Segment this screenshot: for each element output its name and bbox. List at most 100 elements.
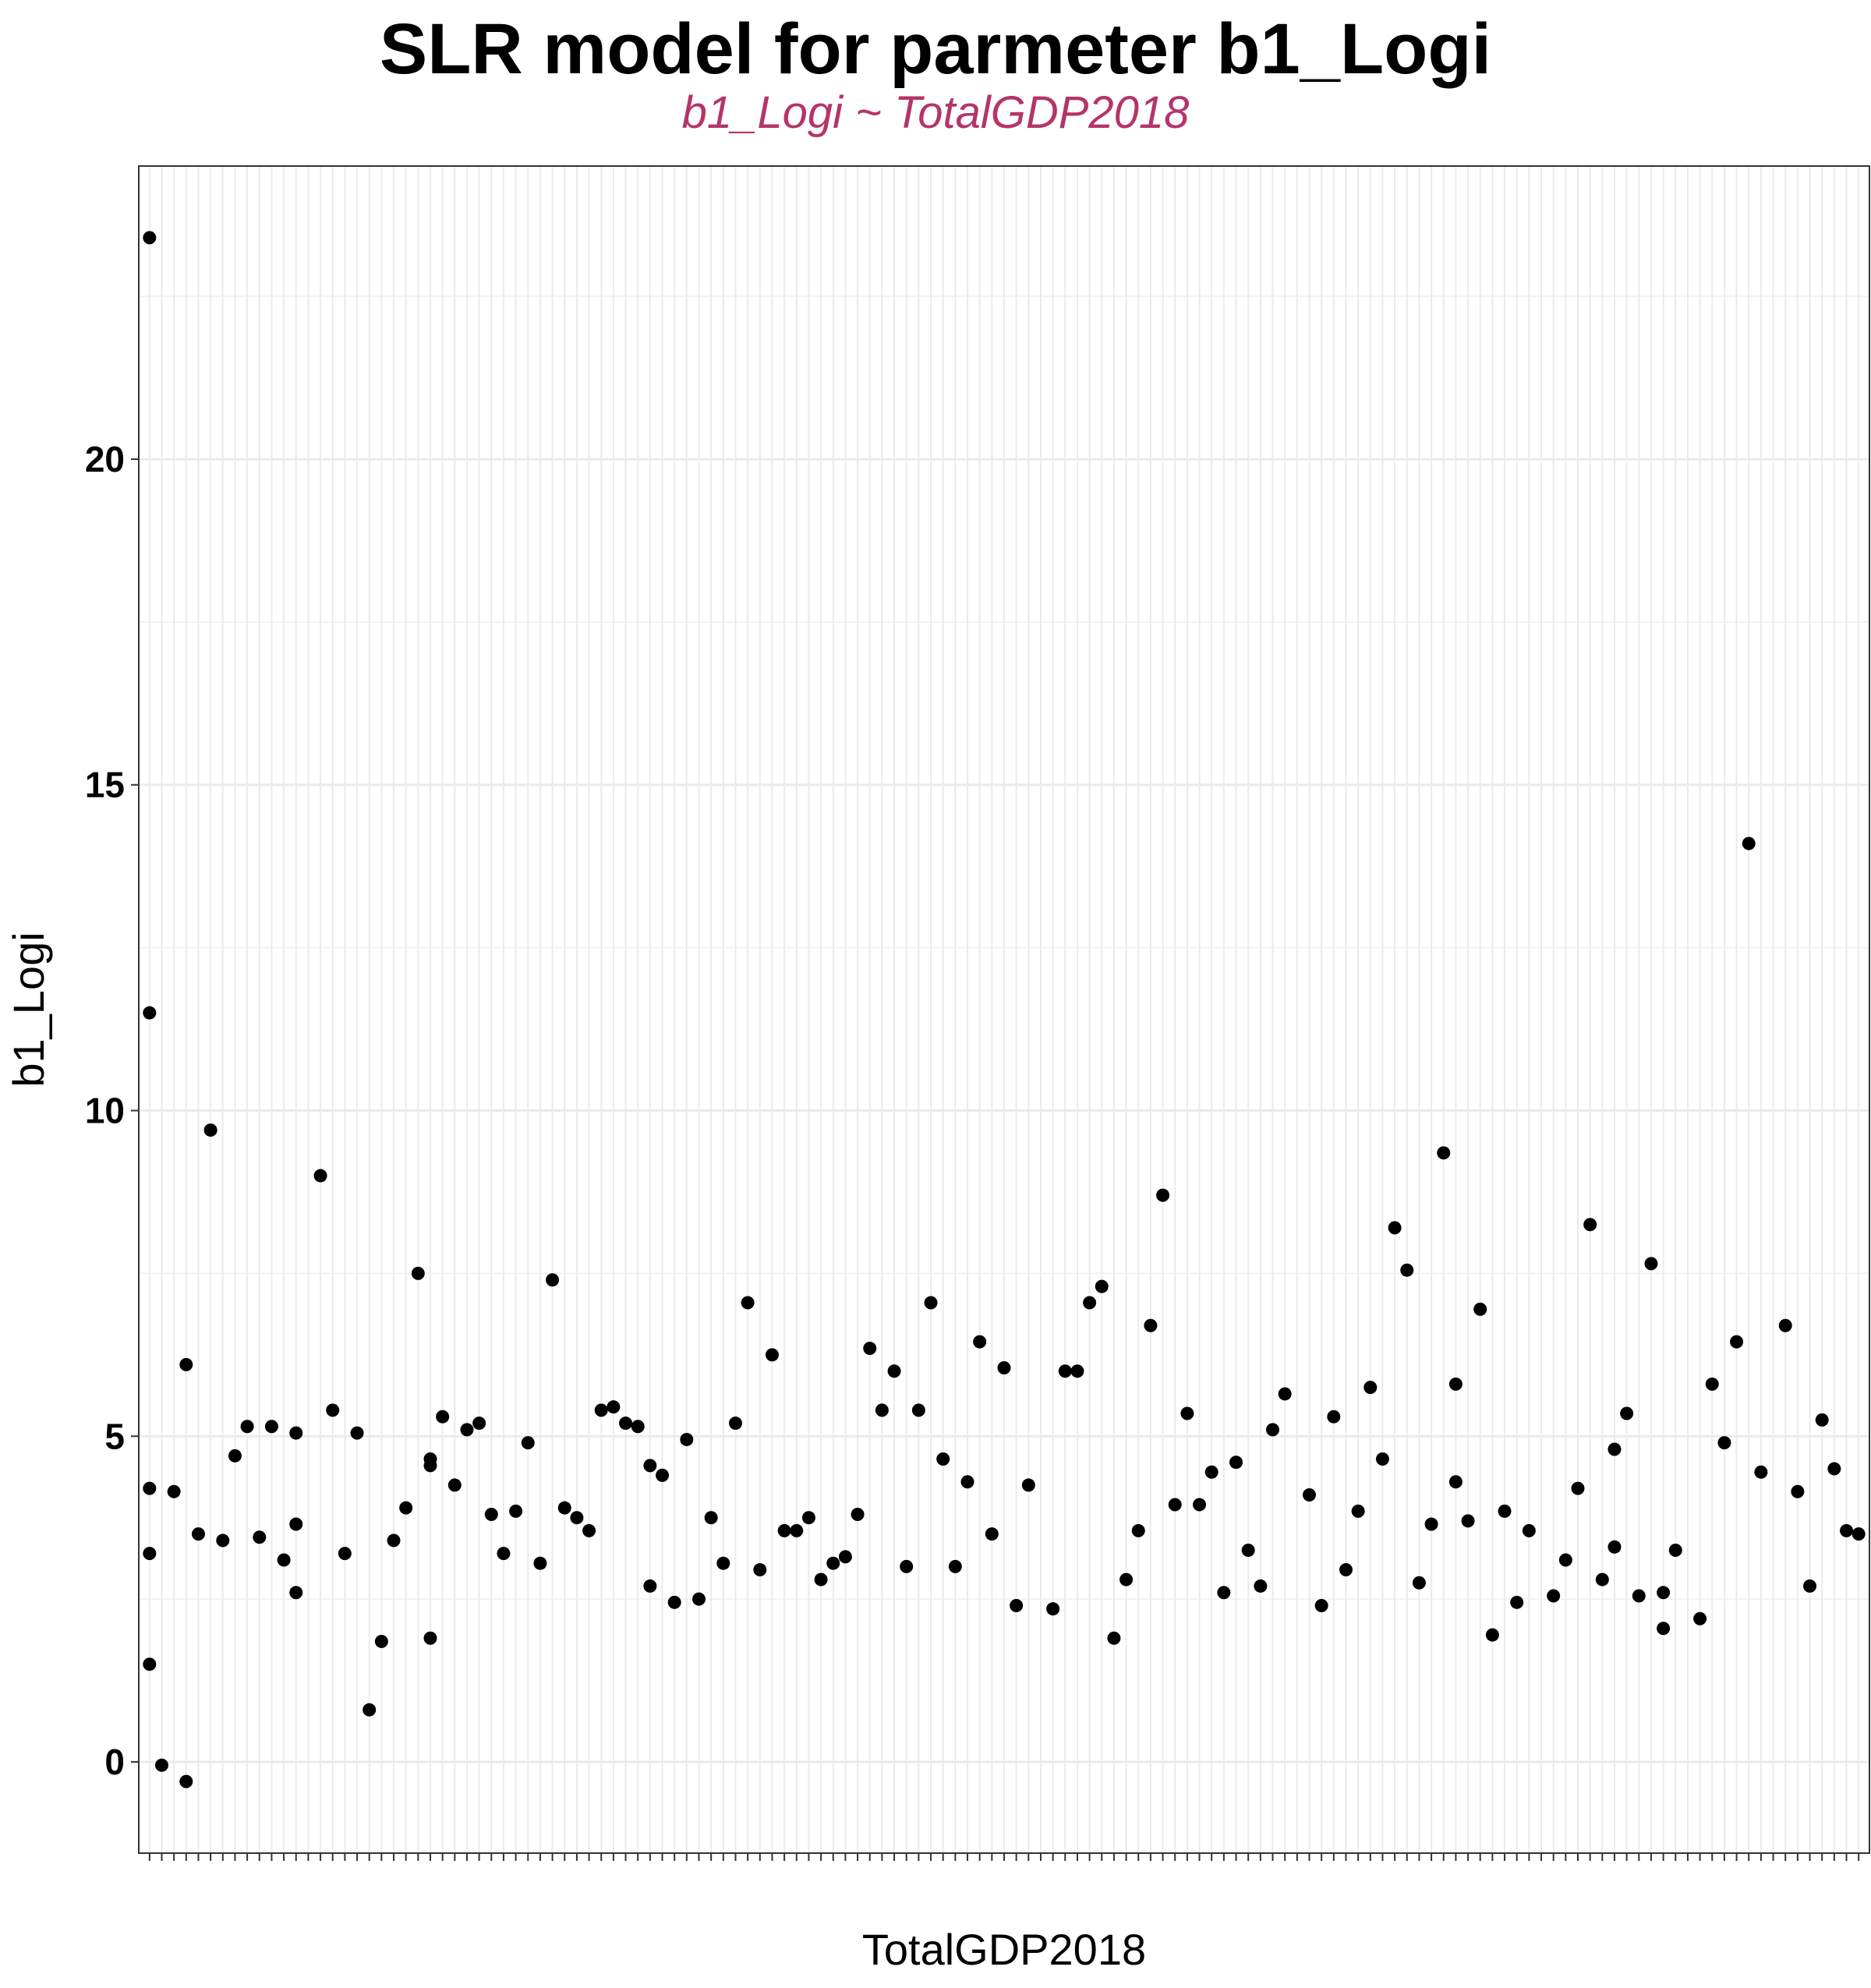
data-point [203, 1123, 218, 1137]
data-point [1131, 1523, 1145, 1537]
data-point [1266, 1423, 1280, 1437]
data-point [1437, 1146, 1451, 1160]
data-point [460, 1423, 474, 1437]
y-axis-title: b1_Logi [4, 932, 53, 1087]
data-point [753, 1563, 767, 1577]
data-point [264, 1420, 278, 1434]
data-point [1388, 1221, 1402, 1235]
data-point [447, 1478, 462, 1492]
data-point [716, 1556, 730, 1570]
data-point [289, 1586, 303, 1600]
data-point [1754, 1465, 1768, 1479]
data-point [1657, 1586, 1671, 1600]
data-point [1424, 1517, 1438, 1531]
data-point [1693, 1611, 1707, 1625]
data-point [1021, 1478, 1035, 1492]
data-point [838, 1550, 852, 1564]
data-point [1046, 1602, 1060, 1616]
data-point [1620, 1406, 1634, 1420]
data-point [1119, 1572, 1134, 1587]
data-point [313, 1169, 327, 1183]
data-points [143, 231, 1866, 1788]
data-point [1168, 1498, 1182, 1512]
data-point [1608, 1540, 1622, 1554]
data-point [1595, 1572, 1609, 1587]
data-point [1083, 1296, 1097, 1310]
data-point [1498, 1504, 1512, 1518]
data-point [692, 1592, 706, 1606]
data-point [143, 1657, 157, 1671]
data-point [1241, 1543, 1255, 1557]
data-point [1840, 1523, 1854, 1537]
data-point [484, 1508, 498, 1522]
data-point [1070, 1364, 1084, 1378]
data-point [533, 1556, 547, 1570]
data-point [887, 1364, 901, 1378]
data-point [1278, 1387, 1292, 1401]
data-point [423, 1631, 437, 1645]
data-point [1180, 1406, 1194, 1420]
data-point [472, 1417, 486, 1431]
chart-subtitle: b1_Logi ~ TotalGDP2018 [681, 87, 1190, 138]
data-point [680, 1432, 694, 1446]
data-point [1448, 1377, 1462, 1391]
data-point [143, 1006, 157, 1020]
data-point [790, 1523, 804, 1537]
data-point [436, 1410, 450, 1424]
data-point [643, 1579, 657, 1593]
data-point [411, 1266, 425, 1280]
data-point [801, 1511, 815, 1525]
data-point [350, 1426, 364, 1440]
data-point [1657, 1622, 1671, 1636]
data-point [1095, 1279, 1109, 1293]
data-point [777, 1523, 791, 1537]
data-point [1791, 1484, 1805, 1498]
data-point [143, 1481, 157, 1495]
data-point [667, 1595, 681, 1609]
data-point [374, 1634, 388, 1648]
data-point [1144, 1318, 1158, 1332]
data-point [216, 1533, 230, 1548]
data-point [728, 1417, 742, 1431]
chart-title: SLR model for parmeter b1_Logi [379, 9, 1492, 89]
y-tick-label: 20 [85, 439, 125, 479]
data-point [289, 1426, 303, 1440]
data-point [851, 1508, 865, 1522]
data-point [656, 1468, 670, 1482]
data-point [1193, 1498, 1207, 1512]
data-point [1644, 1257, 1658, 1271]
data-point [387, 1533, 401, 1548]
data-point [143, 231, 157, 245]
data-point [570, 1511, 584, 1525]
data-point [509, 1504, 523, 1518]
data-point [253, 1530, 267, 1544]
data-point [875, 1403, 889, 1417]
data-point [1608, 1442, 1622, 1456]
data-point [1668, 1543, 1682, 1557]
data-point [1217, 1586, 1231, 1600]
data-point [1448, 1475, 1462, 1489]
data-point [619, 1417, 633, 1431]
data-point [1351, 1504, 1365, 1518]
data-point [1522, 1523, 1536, 1537]
data-point [1412, 1576, 1426, 1590]
data-point [1107, 1631, 1121, 1645]
data-point [1583, 1218, 1597, 1232]
data-point [582, 1523, 596, 1537]
data-point [985, 1527, 999, 1541]
data-point [863, 1341, 877, 1355]
data-point [497, 1547, 511, 1561]
data-point [399, 1501, 413, 1515]
data-point [179, 1774, 193, 1788]
data-point [1204, 1465, 1218, 1479]
data-point [643, 1459, 657, 1473]
data-point [154, 1758, 168, 1772]
data-point [1363, 1381, 1378, 1395]
data-point [765, 1348, 779, 1362]
data-point [1730, 1335, 1744, 1349]
data-point [1058, 1364, 1072, 1378]
data-point [936, 1452, 950, 1466]
data-point [1485, 1628, 1499, 1642]
data-point [1571, 1481, 1585, 1495]
